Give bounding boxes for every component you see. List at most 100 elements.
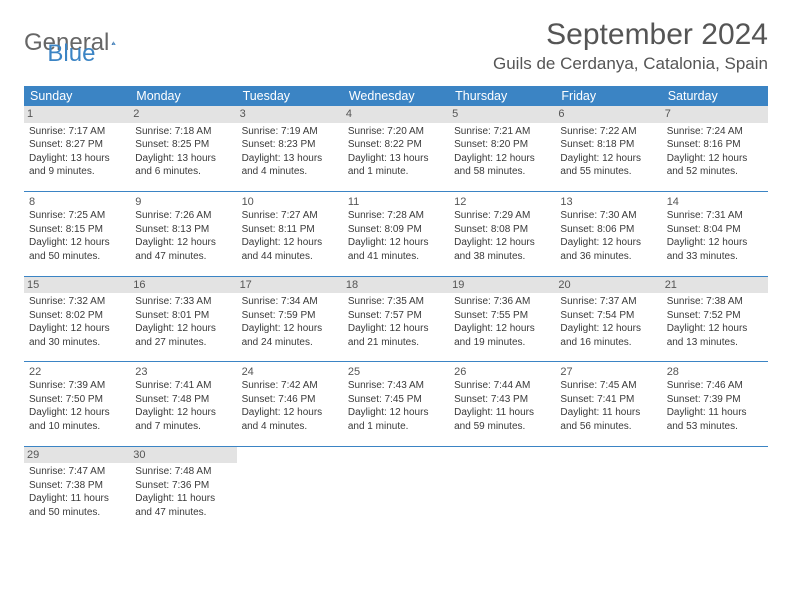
calendar-day-cell: 28Sunrise: 7:46 AMSunset: 7:39 PMDayligh… (662, 361, 768, 446)
sunrise-text: Sunrise: 7:25 AM (29, 209, 125, 223)
day2-text: and 55 minutes. (560, 165, 656, 179)
day2-text: and 4 minutes. (242, 420, 338, 434)
day1-text: Daylight: 12 hours (454, 152, 550, 166)
sunrise-text: Sunrise: 7:41 AM (135, 379, 231, 393)
sunset-text: Sunset: 7:38 PM (29, 479, 125, 493)
day2-text: and 59 minutes. (454, 420, 550, 434)
logo: General Blue (24, 18, 95, 68)
calendar-day-cell: 11Sunrise: 7:28 AMSunset: 8:09 PMDayligh… (343, 191, 449, 276)
sunset-text: Sunset: 8:09 PM (348, 223, 444, 237)
title-block: September 2024 Guils de Cerdanya, Catalo… (493, 18, 768, 74)
day2-text: and 7 minutes. (135, 420, 231, 434)
day1-text: Daylight: 13 hours (348, 152, 444, 166)
day1-text: Daylight: 11 hours (135, 492, 231, 506)
sunrise-text: Sunrise: 7:30 AM (560, 209, 656, 223)
sunset-text: Sunset: 7:59 PM (242, 309, 338, 323)
day-number: 14 (667, 196, 679, 208)
day-number: 18 (343, 277, 449, 294)
day-number: 8 (29, 196, 35, 208)
calendar-day-cell: 17Sunrise: 7:34 AMSunset: 7:59 PMDayligh… (237, 276, 343, 361)
day2-text: and 19 minutes. (454, 336, 550, 350)
sunset-text: Sunset: 7:36 PM (135, 479, 231, 493)
sunrise-text: Sunrise: 7:28 AM (348, 209, 444, 223)
day2-text: and 41 minutes. (348, 250, 444, 264)
sunrise-text: Sunrise: 7:36 AM (454, 295, 550, 309)
day1-text: Daylight: 12 hours (560, 236, 656, 250)
calendar-day-cell: 1Sunrise: 7:17 AMSunset: 8:27 PMDaylight… (24, 106, 130, 191)
day2-text: and 44 minutes. (242, 250, 338, 264)
calendar-day-cell (237, 446, 343, 531)
sunset-text: Sunset: 8:18 PM (560, 138, 656, 152)
sunset-text: Sunset: 7:43 PM (454, 393, 550, 407)
day1-text: Daylight: 13 hours (29, 152, 125, 166)
sunrise-text: Sunrise: 7:43 AM (348, 379, 444, 393)
day1-text: Daylight: 12 hours (135, 322, 231, 336)
day2-text: and 50 minutes. (29, 506, 125, 520)
calendar-day-cell: 19Sunrise: 7:36 AMSunset: 7:55 PMDayligh… (449, 276, 555, 361)
day-number: 19 (449, 277, 555, 294)
weekday-header-row: Sunday Monday Tuesday Wednesday Thursday… (24, 86, 768, 106)
sunset-text: Sunset: 8:02 PM (29, 309, 125, 323)
month-title: September 2024 (493, 18, 768, 52)
calendar-day-cell: 14Sunrise: 7:31 AMSunset: 8:04 PMDayligh… (662, 191, 768, 276)
sunset-text: Sunset: 7:54 PM (560, 309, 656, 323)
day-number: 15 (24, 277, 130, 294)
day-number: 17 (237, 277, 343, 294)
sunrise-text: Sunrise: 7:18 AM (135, 125, 231, 139)
calendar-day-cell: 30Sunrise: 7:48 AMSunset: 7:36 PMDayligh… (130, 446, 236, 531)
sunrise-text: Sunrise: 7:37 AM (560, 295, 656, 309)
day2-text: and 47 minutes. (135, 250, 231, 264)
day1-text: Daylight: 12 hours (454, 322, 550, 336)
day2-text: and 13 minutes. (667, 336, 763, 350)
day-number: 21 (662, 277, 768, 294)
day-number: 10 (242, 196, 254, 208)
day1-text: Daylight: 12 hours (667, 236, 763, 250)
day1-text: Daylight: 12 hours (348, 236, 444, 250)
day2-text: and 30 minutes. (29, 336, 125, 350)
location: Guils de Cerdanya, Catalonia, Spain (493, 54, 768, 74)
calendar-day-cell: 3Sunrise: 7:19 AMSunset: 8:23 PMDaylight… (237, 106, 343, 191)
sunrise-text: Sunrise: 7:22 AM (560, 125, 656, 139)
calendar-day-cell (555, 446, 661, 531)
calendar-day-cell: 8Sunrise: 7:25 AMSunset: 8:15 PMDaylight… (24, 191, 130, 276)
day-number: 27 (560, 366, 572, 378)
calendar-day-cell: 6Sunrise: 7:22 AMSunset: 8:18 PMDaylight… (555, 106, 661, 191)
day-number: 29 (24, 447, 130, 464)
day-number: 11 (348, 196, 359, 208)
day1-text: Daylight: 12 hours (29, 236, 125, 250)
day1-text: Daylight: 12 hours (667, 322, 763, 336)
weekday-header: Sunday (24, 86, 130, 106)
day2-text: and 4 minutes. (242, 165, 338, 179)
day1-text: Daylight: 12 hours (454, 236, 550, 250)
sunrise-text: Sunrise: 7:31 AM (667, 209, 763, 223)
sunrise-text: Sunrise: 7:20 AM (348, 125, 444, 139)
day-number: 25 (348, 366, 360, 378)
sunrise-text: Sunrise: 7:47 AM (29, 465, 125, 479)
sunrise-text: Sunrise: 7:24 AM (667, 125, 763, 139)
sunrise-text: Sunrise: 7:39 AM (29, 379, 125, 393)
day2-text: and 24 minutes. (242, 336, 338, 350)
sunset-text: Sunset: 8:23 PM (242, 138, 338, 152)
sunrise-text: Sunrise: 7:21 AM (454, 125, 550, 139)
day-number: 6 (555, 106, 661, 123)
sunrise-text: Sunrise: 7:46 AM (667, 379, 763, 393)
sunset-text: Sunset: 8:13 PM (135, 223, 231, 237)
day2-text: and 33 minutes. (667, 250, 763, 264)
sunrise-text: Sunrise: 7:32 AM (29, 295, 125, 309)
day-number: 12 (454, 196, 466, 208)
day2-text: and 16 minutes. (560, 336, 656, 350)
sunrise-text: Sunrise: 7:35 AM (348, 295, 444, 309)
sunrise-text: Sunrise: 7:26 AM (135, 209, 231, 223)
weekday-header: Monday (130, 86, 236, 106)
calendar-day-cell (662, 446, 768, 531)
day2-text: and 52 minutes. (667, 165, 763, 179)
day1-text: Daylight: 12 hours (135, 406, 231, 420)
day2-text: and 10 minutes. (29, 420, 125, 434)
day1-text: Daylight: 13 hours (135, 152, 231, 166)
calendar-day-cell (343, 446, 449, 531)
day-number: 3 (237, 106, 343, 123)
day1-text: Daylight: 12 hours (29, 322, 125, 336)
calendar-day-cell: 22Sunrise: 7:39 AMSunset: 7:50 PMDayligh… (24, 361, 130, 446)
sunset-text: Sunset: 7:48 PM (135, 393, 231, 407)
calendar-day-cell: 26Sunrise: 7:44 AMSunset: 7:43 PMDayligh… (449, 361, 555, 446)
